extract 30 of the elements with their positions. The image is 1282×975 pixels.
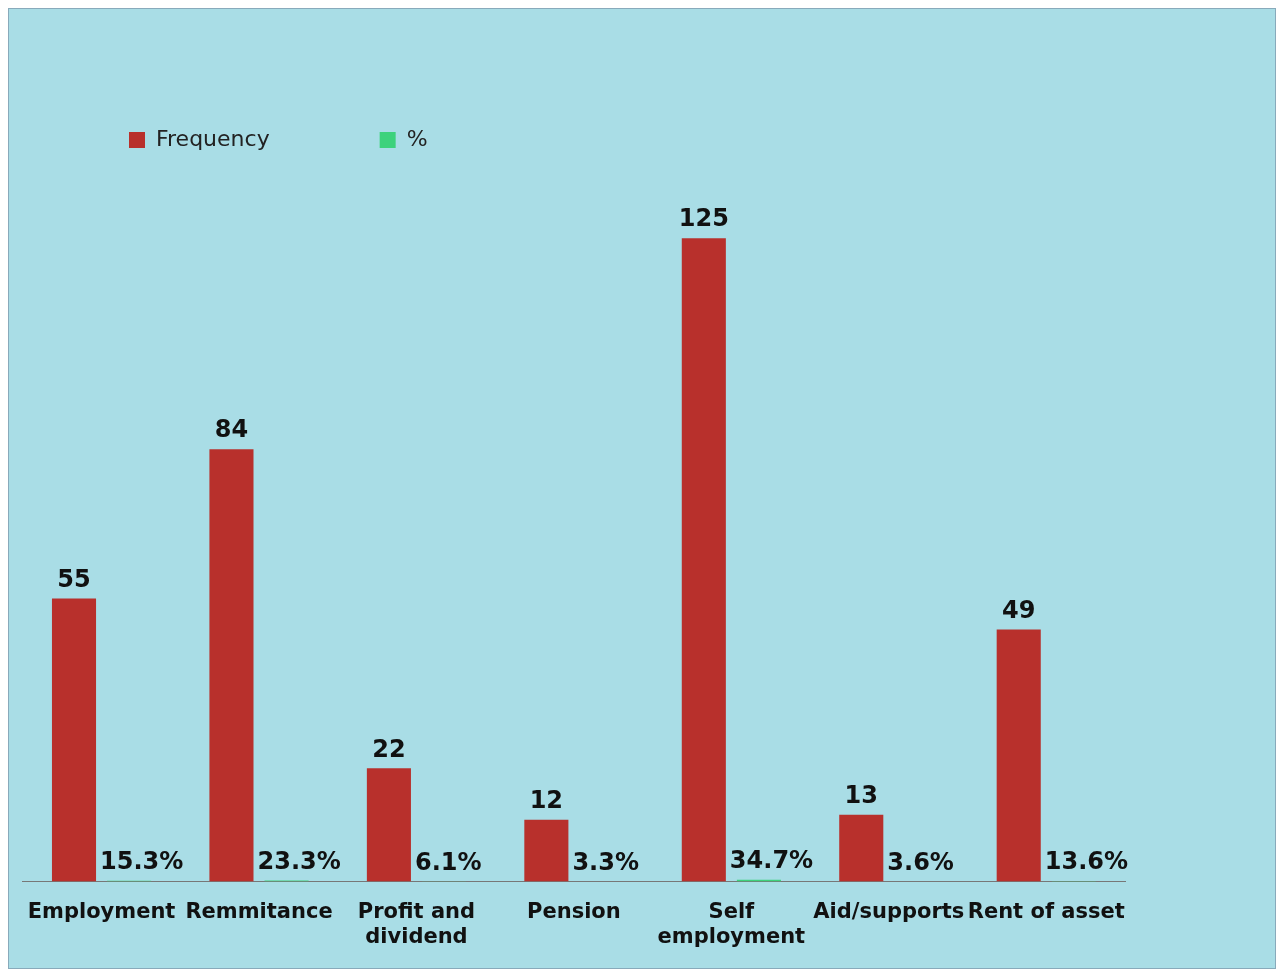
bar	[209, 449, 254, 882]
bar	[839, 814, 884, 882]
x-tick-label: Rent of asset	[967, 898, 1125, 923]
data-label: 22	[372, 734, 406, 763]
data-label: 13	[844, 780, 878, 809]
data-label: 34.7%	[729, 846, 814, 875]
data-label: 23.3%	[257, 846, 341, 875]
x-tick-label: Pension	[527, 898, 621, 923]
bar	[51, 598, 97, 882]
bar	[681, 238, 726, 882]
data-label: 55	[57, 564, 91, 593]
data-label: 49	[1002, 595, 1036, 624]
data-label: 12	[529, 786, 564, 815]
legend-label: %	[406, 125, 428, 151]
data-label: 13.6%	[1044, 847, 1129, 876]
bar	[524, 819, 569, 882]
data-label: 3.3%	[572, 847, 639, 876]
legend-label: Frequency	[156, 125, 270, 151]
x-tick-label: Aid/supports	[813, 898, 965, 923]
data-label: 6.1%	[414, 847, 482, 876]
data-label: 3.6%	[887, 847, 954, 876]
data-label: 15.3%	[100, 847, 184, 876]
x-tick-label: Self employment	[657, 898, 806, 948]
x-tick-label: Remmitance	[185, 898, 333, 923]
data-label: 125	[678, 204, 729, 233]
x-tick-label: Employment	[27, 898, 176, 923]
x-tick-label: Profit and dividend	[357, 898, 476, 948]
bar	[996, 629, 1041, 882]
data-label: 84	[214, 415, 249, 444]
bar	[366, 768, 411, 882]
